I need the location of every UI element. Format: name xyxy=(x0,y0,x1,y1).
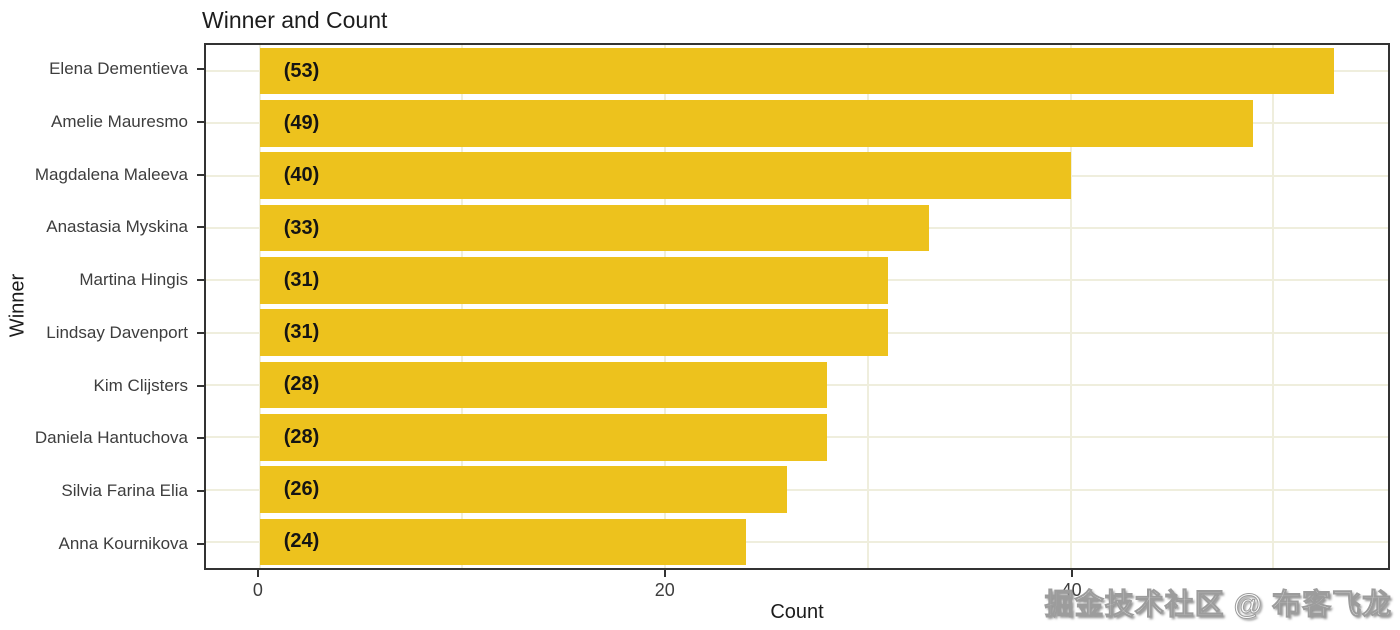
y-axis: Elena Dementieva Amelie Mauresmo Magdalena… xyxy=(0,43,204,570)
x-axis-title: Count xyxy=(770,601,824,623)
watermark: 掘金技术社区 @ 布客飞龙 xyxy=(1044,589,1392,622)
y-tick-mark xyxy=(197,542,204,545)
y-axis-row: Magdalena Maleeva xyxy=(0,148,204,201)
bar-value-label: (26) xyxy=(283,478,320,501)
gridline-vertical xyxy=(258,45,261,568)
gridline-vertical xyxy=(664,45,667,568)
gridline-horizontal xyxy=(206,540,1388,543)
y-axis-row: Martina Hingis xyxy=(0,254,204,307)
bar: (31) xyxy=(259,257,889,304)
gridline-vertical xyxy=(461,45,464,568)
y-tick-mark xyxy=(197,121,204,124)
y-axis-row: Elena Dementieva xyxy=(0,43,204,96)
y-tick-mark xyxy=(197,437,204,440)
y-tick-label: Anna Kournikova xyxy=(58,533,188,553)
x-axis: Count 0 20 40 xyxy=(204,570,1390,630)
bar: (31) xyxy=(259,309,889,356)
y-tick-mark xyxy=(197,279,204,282)
plot-panel: (53) (49) (40) (33) (31) (31) (28) (28) (26) (24) xyxy=(204,43,1390,570)
bar: (33) xyxy=(259,204,929,252)
bar-value-label: (49) xyxy=(283,111,320,134)
y-axis-row: Kim Clijsters xyxy=(0,359,204,412)
y-axis-row: Anastasia Myskina xyxy=(0,201,204,254)
y-tick-label: Martina Hingis xyxy=(79,270,188,290)
bar: (28) xyxy=(259,413,828,461)
bar-value-label: (28) xyxy=(283,425,320,448)
bar-value-label: (33) xyxy=(283,216,320,239)
bar: (40) xyxy=(259,152,1071,200)
y-tick-label: Magdalena Maleeva xyxy=(34,164,188,184)
bar-value-label: (53) xyxy=(283,59,320,82)
x-tick-mark xyxy=(663,570,666,577)
gridline-horizontal xyxy=(206,488,1388,491)
bar: (49) xyxy=(259,100,1254,147)
y-tick-mark xyxy=(197,331,204,334)
y-axis-row: Anna Kournikova xyxy=(0,517,204,570)
x-tick-label: 0 xyxy=(252,580,263,600)
bar-value-label: (28) xyxy=(283,373,320,396)
bar: (28) xyxy=(259,361,828,409)
y-axis-row: Amelie Mauresmo xyxy=(0,96,204,149)
y-tick-label: Silvia Farina Elia xyxy=(61,480,188,500)
y-tick-label: Amelie Mauresmo xyxy=(51,112,188,132)
y-axis-row: Lindsay Davenport xyxy=(0,307,204,360)
gridline-vertical xyxy=(1069,45,1072,568)
bar-value-label: (24) xyxy=(283,530,320,553)
y-tick-label: Daniela Hantuchova xyxy=(34,428,188,448)
x-tick-mark xyxy=(256,570,259,577)
x-tick-label: 20 xyxy=(654,580,675,600)
y-tick-mark xyxy=(197,226,204,229)
y-tick-label: Elena Dementieva xyxy=(49,59,188,79)
y-tick-mark xyxy=(197,384,204,387)
bar-value-label: (40) xyxy=(283,164,320,187)
y-tick-mark xyxy=(197,489,204,492)
x-tick-mark xyxy=(1070,570,1073,577)
gridline-vertical xyxy=(1272,45,1275,568)
bar: (26) xyxy=(259,466,787,513)
bar-value-label: (31) xyxy=(283,268,320,291)
y-tick-mark xyxy=(197,173,204,176)
y-tick-label: Lindsay Davenport xyxy=(46,322,188,342)
y-axis-row: Silvia Farina Elia xyxy=(0,465,204,518)
bar: (24) xyxy=(259,518,747,566)
y-tick-label: Anastasia Myskina xyxy=(46,217,188,237)
bar: (53) xyxy=(259,47,1335,95)
x-tick-label: 40 xyxy=(1061,580,1082,600)
chart-title: Winner and Count xyxy=(202,7,388,33)
y-tick-label: Kim Clijsters xyxy=(93,375,188,395)
y-tick-mark xyxy=(197,68,204,71)
gridline-vertical xyxy=(866,45,869,568)
bar-value-label: (31) xyxy=(283,321,320,344)
y-axis-row: Daniela Hantuchova xyxy=(0,412,204,465)
